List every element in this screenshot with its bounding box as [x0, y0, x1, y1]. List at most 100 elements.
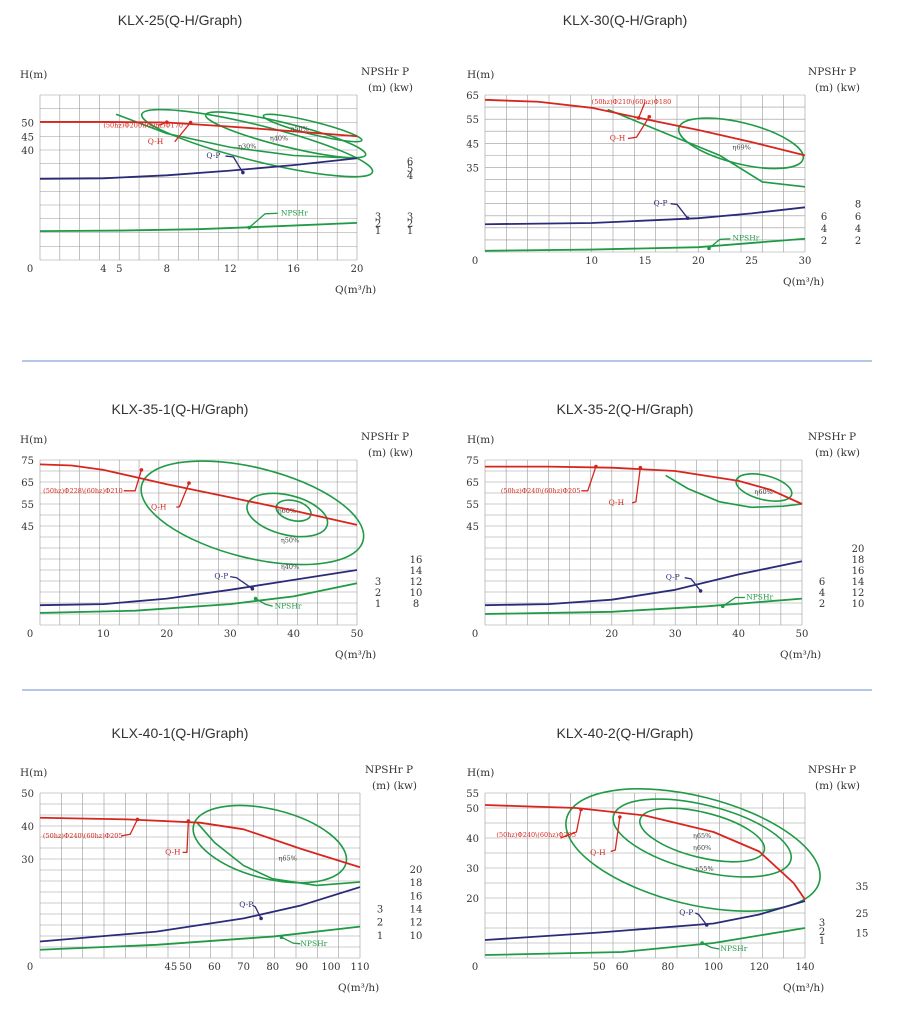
y-tick-label: 30 — [21, 855, 34, 866]
callout-leader — [225, 155, 244, 173]
callout-head: Q-H — [148, 137, 164, 146]
power-tick-label: 8 — [855, 200, 861, 211]
x-tick-label: 0 — [27, 264, 33, 275]
efficiency-ellipse — [677, 117, 805, 170]
x-tick-label: 0 — [472, 629, 478, 640]
callout-leader — [252, 904, 262, 919]
power-tick-label: 18 — [410, 878, 423, 889]
x-tick-label: 45 — [165, 962, 178, 973]
y-tick-label: 35 — [466, 163, 479, 174]
x-tick-label: 140 — [795, 962, 814, 973]
x-tick-label: 20 — [351, 264, 364, 275]
y-tick-label: 45 — [21, 132, 34, 143]
right-axis-units: (m) (kw) — [815, 780, 860, 792]
y-tick-label: 45 — [466, 139, 479, 150]
series-head-line — [39, 463, 358, 526]
series-npsh-line — [39, 221, 358, 233]
callout-dot — [579, 807, 583, 812]
x-axis-label: Q(m³/h) — [335, 284, 376, 296]
callout-leader — [684, 577, 702, 592]
efficiency-label: η55% — [695, 865, 713, 873]
y-tick-label: 75 — [466, 456, 479, 467]
callout-power: Q-P — [666, 573, 680, 582]
power-tick-label: 16 — [852, 566, 865, 577]
power-tick-label: 12 — [852, 588, 865, 599]
callout-leader — [670, 203, 689, 219]
y-axis-label: H(m) — [467, 69, 494, 81]
y-tick-label: 20 — [466, 894, 479, 905]
series-npsh-line — [39, 925, 361, 951]
callout-leader — [123, 469, 143, 492]
callout-dot — [241, 170, 245, 175]
callout-leader — [701, 942, 720, 950]
x-tick-label: 100 — [704, 962, 723, 973]
callout-leader — [248, 212, 278, 229]
power-tick-label: 4 — [407, 171, 413, 182]
callout-power: Q-P — [239, 900, 253, 909]
right-axis-label: NPSHr P — [361, 431, 409, 443]
callout-leader — [695, 912, 708, 926]
callout-leader — [637, 102, 646, 119]
right-axis-label: NPSHr P — [808, 431, 856, 443]
callout-leader — [255, 598, 273, 607]
npsh-tick-label: 3 — [375, 212, 381, 223]
efficiency-ellipse — [565, 788, 821, 912]
efficiency-label: η40% — [281, 563, 299, 571]
series-head-line — [39, 816, 361, 869]
y-tick-label: 50 — [21, 119, 34, 130]
callout-leader — [182, 821, 190, 854]
x-tick-label: 15 — [639, 256, 652, 267]
power-tick-label: 25 — [856, 909, 869, 920]
callout-dot — [247, 225, 252, 230]
series-npsh-line — [484, 927, 806, 956]
efficiency-curve — [115, 113, 358, 160]
chart-3: KLX-35-1(Q-H/Graph) H(m) NPSHr P (m) (kw) Q(… — [20, 401, 422, 661]
power-tick-label: 10 — [852, 599, 865, 610]
chart-title: KLX-40-1(Q-H/Graph) — [112, 725, 249, 741]
efficiency-label: η60% — [693, 844, 711, 852]
callout-npsh: NPSHr — [732, 234, 759, 243]
x-tick-label: 20 — [605, 629, 618, 640]
x-tick-label: 10 — [585, 256, 598, 267]
x-tick-label: 12 — [224, 264, 237, 275]
npsh-tick-label: 1 — [377, 931, 383, 942]
x-tick-label: 0 — [472, 256, 478, 267]
power-tick-label: 3 — [407, 212, 413, 223]
series-power-line — [39, 157, 358, 180]
x-tick-label: 25 — [745, 256, 758, 267]
efficiency-label: η60% — [754, 488, 772, 496]
series-power-line — [39, 569, 358, 607]
callout-head: Q-H — [165, 847, 181, 856]
callout-head: (50hz)Φ200\(60hz)Φ170 — [103, 121, 183, 129]
power-tick-label: 16 — [410, 555, 423, 566]
x-tick-label: 70 — [237, 962, 250, 973]
right-axis-units: (m) (kw) — [368, 447, 413, 459]
x-tick-label: 100 — [321, 962, 340, 973]
efficiency-ellipse — [246, 492, 329, 538]
callout-dot — [707, 246, 711, 251]
npsh-tick-label: 1 — [375, 226, 381, 237]
x-tick-label: 120 — [750, 962, 769, 973]
callout-dot — [594, 464, 598, 469]
right-axis-units: (m) (kw) — [815, 447, 860, 459]
x-tick-label: 50 — [593, 962, 606, 973]
efficiency-label: η50% — [281, 537, 299, 545]
series-npsh-line — [484, 597, 803, 615]
chart-title: KLX-25(Q-H/Graph) — [118, 12, 242, 28]
callout-dot — [638, 465, 643, 470]
power-tick-label: 12 — [410, 577, 423, 588]
x-tick-label: 90 — [295, 962, 308, 973]
efficiency-ellipse — [612, 798, 793, 878]
right-axis-units: (m) (kw) — [815, 82, 860, 94]
right-axis-label: NPSHr P — [365, 764, 413, 776]
y-tick-label: 65 — [466, 478, 479, 489]
efficiency-label: η30% — [238, 143, 256, 151]
y-axis-label: H(m) — [20, 69, 47, 81]
callout-dot — [279, 935, 284, 940]
series-head-line — [484, 804, 806, 901]
efficiency-curve — [665, 474, 803, 509]
y-tick-label: 30 — [466, 864, 479, 875]
callout-dot — [187, 481, 191, 485]
callout-dot — [253, 596, 258, 601]
